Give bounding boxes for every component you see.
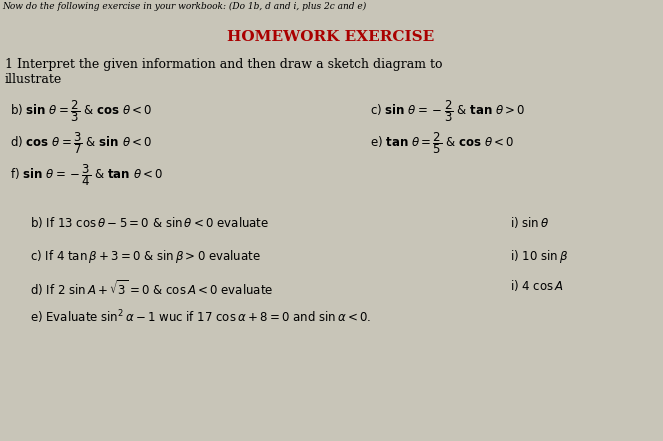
Text: 1 Interpret the given information and then draw a sketch diagram to: 1 Interpret the given information and th… xyxy=(5,58,442,71)
Text: Now do the following exercise in your workbook: (Do 1b, d and i, plus 2c and e): Now do the following exercise in your wo… xyxy=(2,2,366,11)
Text: e) Evaluate $\sin^{2}\alpha - 1$ wuc if 17 $\cos\alpha + 8 = 0$ and $\sin\alpha : e) Evaluate $\sin^{2}\alpha - 1$ wuc if … xyxy=(30,308,371,325)
Text: illustrate: illustrate xyxy=(5,73,62,86)
Text: c) If 4 $\tan\beta + 3 = 0$ & $\sin\beta > 0$ evaluate: c) If 4 $\tan\beta + 3 = 0$ & $\sin\beta… xyxy=(30,248,261,265)
Text: i) 10 $\sin\beta$: i) 10 $\sin\beta$ xyxy=(510,248,568,265)
Text: f) $\mathbf{sin}\ \theta = -\dfrac{3}{4}$ & $\mathbf{tan}\ \theta < 0$: f) $\mathbf{sin}\ \theta = -\dfrac{3}{4}… xyxy=(10,162,163,188)
Text: HOMEWORK EXERCISE: HOMEWORK EXERCISE xyxy=(227,30,435,44)
Text: d) $\mathbf{cos}\ \theta = \dfrac{3}{7}$ & $\mathbf{sin}\ \theta < 0$: d) $\mathbf{cos}\ \theta = \dfrac{3}{7}$… xyxy=(10,130,152,156)
Text: b) $\mathbf{sin}\ \theta = \dfrac{2}{3}$ & $\mathbf{cos}\ \theta < 0$: b) $\mathbf{sin}\ \theta = \dfrac{2}{3}$… xyxy=(10,98,152,123)
Text: e) $\mathbf{tan}\ \theta = \dfrac{2}{5}$ & $\mathbf{cos}\ \theta < 0$: e) $\mathbf{tan}\ \theta = \dfrac{2}{5}$… xyxy=(370,130,514,156)
Text: c) $\mathbf{sin}\ \theta = -\dfrac{2}{3}$ & $\mathbf{tan}\ \theta > 0$: c) $\mathbf{sin}\ \theta = -\dfrac{2}{3}… xyxy=(370,98,526,123)
Text: i) $\sin\theta$: i) $\sin\theta$ xyxy=(510,215,549,230)
Text: i) 4 $\cos A$: i) 4 $\cos A$ xyxy=(510,278,564,293)
Text: b) If 13 $\cos\theta - 5 = 0$ & $\sin\theta < 0$ evaluate: b) If 13 $\cos\theta - 5 = 0$ & $\sin\th… xyxy=(30,215,269,230)
Text: d) If 2 $\sin A + \sqrt{3} = 0$ & $\cos A < 0$ evaluate: d) If 2 $\sin A + \sqrt{3} = 0$ & $\cos … xyxy=(30,278,273,298)
